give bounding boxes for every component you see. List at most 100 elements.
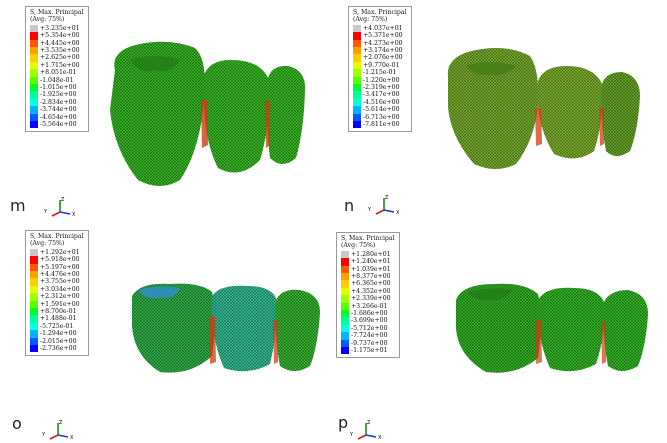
legend-row: +2.312e+00 <box>30 293 84 301</box>
legend-swatch <box>341 339 349 347</box>
legend-value: -5.725e-01 <box>40 322 74 330</box>
triad-z: Z <box>59 420 63 426</box>
panel-p: S, Max. Principal (Avg: 75%) +1.280e+01 +… <box>334 222 667 443</box>
legend-swatch <box>341 317 349 325</box>
triad-x: X <box>70 435 74 441</box>
legend-swatch <box>353 46 361 55</box>
legend-value: -5.712e+00 <box>351 324 388 332</box>
legend-row: +3.755e+00 <box>30 278 84 286</box>
panel-label-n: n <box>344 196 355 215</box>
panel-o: S, Max. Principal (Avg: 75%) +1.292e+01 +… <box>0 222 334 443</box>
legend-value: -2.736e+00 <box>40 344 77 352</box>
legend-swatch <box>30 330 38 338</box>
legend-row: -7.811e+00 <box>353 120 407 129</box>
axis-triad-p: Z X Y <box>349 420 382 441</box>
panel-label-p: p <box>338 413 349 432</box>
legend-row: -6.713e+00 <box>353 113 407 121</box>
legend-value: -9.737e+00 <box>351 339 388 347</box>
legend-swatch <box>30 106 38 114</box>
legend-swatch <box>30 248 38 257</box>
legend-value: +2.339e+00 <box>351 295 391 303</box>
legend-row: +3.235e+01 <box>30 24 84 33</box>
legend-value: +1.488e-01 <box>40 315 77 323</box>
legend-swatch <box>341 309 349 318</box>
legend-value: +4.476e+00 <box>40 270 80 278</box>
legend-value: +3.755e+00 <box>40 278 80 286</box>
legend-value: +2.076e+00 <box>363 54 403 62</box>
legend-rows: +4.037e+01 +5.371e+00 +4.273e+00 +3.174e+00… <box>353 24 407 129</box>
tooth-model-n <box>447 48 640 169</box>
legend-swatch <box>341 324 349 333</box>
legend-value: -3.744e+00 <box>40 106 77 114</box>
connector-stress <box>209 316 278 364</box>
legend-value: -6.713e+00 <box>363 113 400 121</box>
legend-subtitle: (Avg: 75%) <box>30 240 65 248</box>
legend-swatch <box>341 346 349 355</box>
legend-swatch <box>30 54 38 62</box>
legend-swatch <box>30 285 38 294</box>
legend-swatch <box>30 46 38 55</box>
legend-value: +5.918e+00 <box>40 256 80 264</box>
legend-swatch <box>30 76 38 84</box>
legend-row: -5.712e+00 <box>341 324 395 333</box>
legend-o: S, Max. Principal (Avg: 75%) +1.292e+01 +… <box>25 230 89 357</box>
legend-row: -3.417e+00 <box>353 91 407 99</box>
legend-swatch <box>30 263 38 271</box>
legend-row: -1.686e+00 <box>341 309 395 318</box>
legend-value: +1.240e+01 <box>351 258 391 266</box>
legend-row: +6.365e+00 <box>341 280 395 288</box>
legend-row: +4.037e+01 <box>353 24 407 33</box>
legend-row: +8.377e+00 <box>341 272 395 281</box>
legend-value: +4.273e+00 <box>363 39 403 47</box>
legend-swatch <box>30 300 38 308</box>
legend-value: +2.625e+00 <box>40 54 80 62</box>
triad-y: Y <box>367 207 372 213</box>
legend-row: -1.015e+00 <box>30 83 84 92</box>
molar-right <box>603 290 648 371</box>
legend-value: -1.925e+00 <box>40 91 77 99</box>
legend-row: +1.039e+01 <box>341 265 395 273</box>
triad-y: Y <box>41 432 46 438</box>
legend-swatch <box>353 76 361 84</box>
legend-swatch <box>30 113 38 121</box>
legend-value: -5.564e+00 <box>40 120 77 128</box>
triad-x: X <box>378 435 382 441</box>
legend-swatch <box>341 265 349 273</box>
legend-row: +3.034e+00 <box>30 285 84 294</box>
legend-swatch <box>353 32 361 40</box>
connector-stress <box>201 100 270 148</box>
legend-value: +4.352e+00 <box>351 287 391 295</box>
legend-m: S, Max. Principal (Avg: 75%) +3.235e+01 +… <box>25 6 89 133</box>
triad-x: X <box>396 210 400 216</box>
legend-swatch <box>30 337 38 345</box>
axis-triad-o: Z X Y <box>41 420 74 441</box>
axis-triad-n: Z X Y <box>367 195 400 216</box>
molar-left <box>456 283 541 373</box>
legend-title: S, Max. Principal <box>353 9 407 16</box>
legend-row: -1.175e+01 <box>341 346 395 355</box>
legend-title: S, Max. Principal <box>30 233 84 240</box>
legend-row: +4.273e+00 <box>353 39 407 47</box>
legend-row: +5.354e+00 <box>30 32 84 40</box>
legend-swatch <box>30 24 38 33</box>
legend-title: S, Max. Principal <box>30 9 84 16</box>
legend-value: -3.417e+00 <box>363 91 400 99</box>
connector-stress <box>535 320 606 364</box>
molar-middle <box>538 287 605 372</box>
legend-swatch <box>353 106 361 114</box>
legend-value: +5.197e+00 <box>40 263 80 271</box>
legend-value: +8.700e-01 <box>40 307 77 315</box>
legend-swatch <box>353 24 361 33</box>
panel-m: S, Max. Principal (Avg: 75%) +3.235e+01 +… <box>0 0 334 222</box>
legend-value: +1.292e+01 <box>40 248 80 256</box>
legend-row: +8.051e-01 <box>30 69 84 77</box>
legend-p: S, Max. Principal (Avg: 75%) +1.280e+01 +… <box>336 232 400 359</box>
molar-middle <box>538 66 603 159</box>
legend-value: -3.699e+00 <box>351 317 388 325</box>
molar-right <box>601 72 640 156</box>
legend-swatch <box>353 54 361 62</box>
legend-swatch <box>341 295 349 303</box>
legend-row: -1.294e+00 <box>30 330 84 338</box>
legend-swatch <box>353 98 361 107</box>
legend-swatch <box>353 91 361 99</box>
